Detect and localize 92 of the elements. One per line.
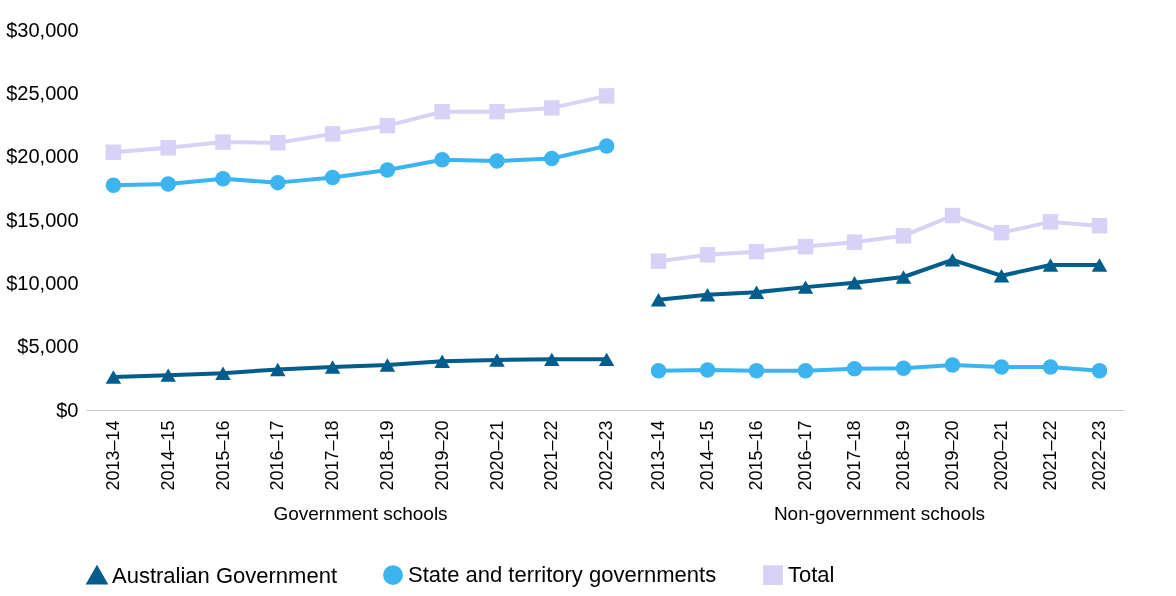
y-tick-label: $30,000: [6, 18, 79, 41]
point: [699, 362, 716, 378]
point: [1091, 217, 1108, 234]
point: [993, 269, 1010, 283]
point: [434, 103, 450, 120]
point: [489, 353, 505, 367]
point: [379, 117, 396, 134]
y-tick-label: $10,000: [6, 271, 79, 294]
point: [1091, 258, 1108, 272]
x-tick-label: 2016–17: [795, 420, 815, 491]
point: [1042, 258, 1059, 272]
x-tick-label: 2020–21: [991, 420, 1011, 491]
point: [324, 360, 341, 374]
point: [699, 288, 716, 302]
point: [846, 361, 863, 377]
point: [489, 153, 505, 169]
point: [699, 247, 716, 263]
legend-label: Australian Government: [112, 562, 337, 588]
point: [944, 207, 961, 224]
x-tick-label: 2016–17: [267, 420, 288, 491]
x-tick-label: 2019–20: [431, 420, 452, 491]
x-tick-label: 2018–19: [376, 420, 397, 491]
point: [598, 352, 615, 367]
point: [215, 171, 231, 187]
y-tick-label: $5,000: [17, 335, 79, 358]
point: [160, 176, 176, 192]
point: [797, 238, 814, 255]
legend-label: State and territory governments: [408, 562, 717, 588]
point: [944, 253, 961, 267]
point: [598, 138, 615, 154]
point: [105, 370, 122, 384]
point: [1091, 363, 1108, 379]
point: [434, 354, 450, 368]
point: [993, 224, 1010, 241]
point: [544, 352, 560, 367]
point: [544, 100, 560, 116]
point: [748, 243, 765, 260]
point: [944, 357, 961, 373]
point: [489, 103, 505, 120]
point: [895, 360, 912, 376]
point: [544, 150, 560, 167]
x-tick-label: 2014–15: [157, 420, 178, 491]
x-tick-label: 2021–22: [1040, 420, 1060, 491]
point: [270, 174, 286, 191]
point: [797, 363, 814, 379]
x-axis-title: Non-government schools: [773, 502, 986, 524]
x-tick-label: 2017–18: [322, 420, 343, 491]
point: [650, 293, 667, 307]
point: [895, 228, 912, 244]
x-tick-label: 2013–14: [648, 420, 668, 491]
x-tick-label: 2022–23: [1089, 420, 1109, 491]
point: [379, 358, 396, 372]
point: [215, 134, 231, 150]
y-tick-label: $0: [56, 398, 79, 421]
x-tick-label: 2014–15: [697, 420, 717, 491]
point: [160, 368, 176, 382]
point: [598, 88, 615, 104]
point: [215, 366, 231, 380]
point: [1042, 359, 1059, 375]
point: [160, 140, 176, 156]
x-tick-label: 2013–14: [102, 420, 123, 491]
point: [324, 126, 341, 142]
point: [748, 285, 765, 299]
x-tick-label: 2018–19: [893, 420, 913, 491]
y-tick-label: $25,000: [6, 81, 79, 104]
legend-label: Total: [788, 562, 835, 588]
point: [105, 144, 122, 160]
point: [270, 134, 286, 151]
x-tick-label: 2022–23: [596, 420, 617, 491]
x-axis-title: Government schools: [273, 502, 448, 524]
point: [650, 253, 667, 269]
x-tick-label: 2017–18: [844, 420, 864, 491]
point: [434, 152, 450, 168]
point: [105, 177, 122, 193]
point: [895, 270, 912, 284]
point: [748, 363, 765, 379]
point: [650, 363, 667, 379]
point: [324, 169, 341, 186]
x-tick-label: 2021–22: [541, 420, 562, 491]
x-tick-label: 2020–21: [486, 420, 507, 491]
point: [379, 162, 396, 178]
point: [797, 280, 814, 294]
x-tick-label: 2019–20: [942, 420, 962, 491]
x-tick-label: 2015–16: [746, 420, 766, 491]
x-tick-label: 2015–16: [212, 420, 233, 491]
y-tick-label: $15,000: [6, 208, 79, 231]
point: [993, 359, 1010, 375]
y-tick-label: $20,000: [6, 145, 79, 168]
point: [1042, 214, 1059, 230]
point: [846, 275, 863, 290]
point: [846, 234, 863, 250]
point: [270, 362, 286, 377]
